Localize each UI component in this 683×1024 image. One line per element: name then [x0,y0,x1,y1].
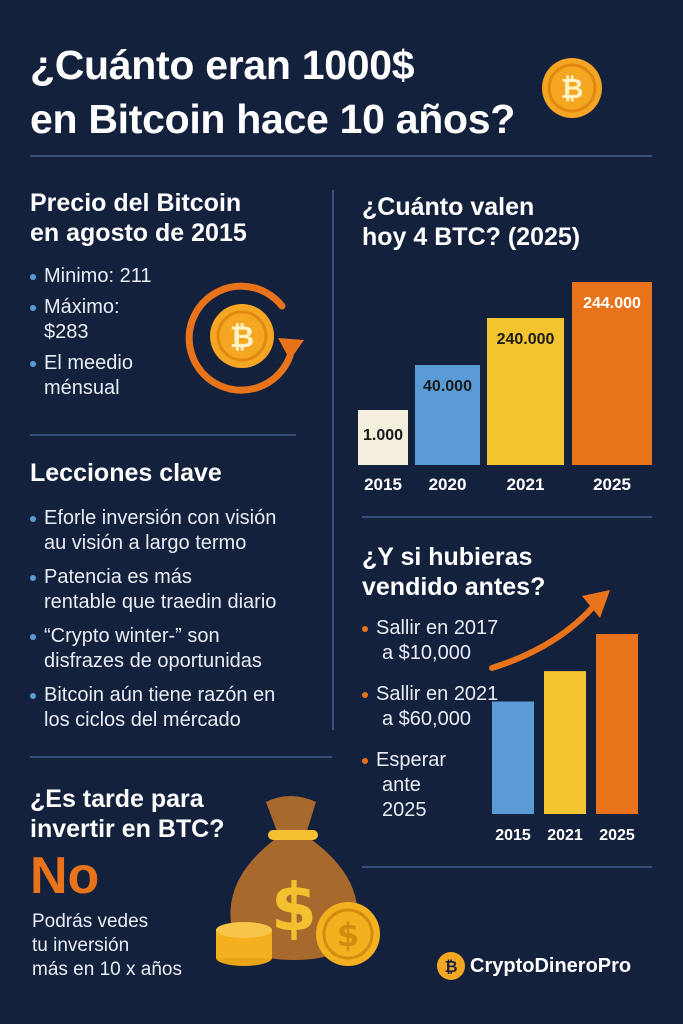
list-item: Eforle inversión con visión au visión a l… [30,506,276,556]
bar-value-label: 40.000 [423,378,472,395]
bar-value-label: 240.000 [497,331,555,348]
list-item-cont: ménsual [44,377,120,399]
x-tick-label: 2020 [429,475,467,494]
svg-text:$: $ [337,916,359,954]
trend-arrow-head [582,590,610,618]
bitcoin-coin-icon: ₿ [542,58,602,118]
bullet-dot [30,360,36,367]
sold-heading: ¿Y si hubieras vendido antes? [362,543,546,601]
bar [487,318,564,465]
bitcoin-cycle-icon: ₿ [185,282,304,394]
bullet-dot [362,691,368,698]
answer-no: No [30,847,100,905]
x-tick-label: 2015 [495,827,531,844]
bullet-dot [362,757,368,764]
divider-right-1 [362,516,652,518]
list-item: Sallir en 2021 a $60,000 [362,682,498,732]
svg-text:₿: ₿ [230,320,254,355]
bar-value-label: 1.000 [363,427,403,444]
list-item: Minimo: 211 [30,264,151,289]
bar-value-label: 244.000 [583,295,641,312]
divider-left-1 [30,434,296,436]
bar [358,410,408,465]
lessons-bullets: Eforle inversión con visión au visión a l… [30,506,276,733]
late-text: Podrás vedes tu inversión más en 10 x añ… [32,911,182,980]
lessons-heading: Lecciones clave [30,459,222,487]
divider-left-2 [30,756,332,758]
bar [596,634,638,814]
value-heading: ¿Cuánto valen hoy 4 BTC? (2025) [362,193,581,251]
bar [415,365,480,465]
x-tick-label: 2025 [599,827,635,844]
divider-vertical [332,190,334,730]
list-item: Esperar ante 2025 [362,748,498,823]
page-title: ¿Cuánto eran 1000$ en Bitcoin hace 10 añ… [30,38,630,146]
trend-arrow [489,603,597,671]
bar [492,701,534,814]
sold-bar-chart: 2015 2021 2025 [489,590,638,844]
bullet-dot [30,304,36,311]
bitcoin-icon: ₿ [437,952,465,980]
title-line-1: ¿Cuánto eran 1000$ [30,42,415,88]
x-tick-label: 2021 [547,827,583,844]
svg-text:$: $ [271,869,317,946]
title-line-2: en Bitcoin hace 10 años? [30,96,515,142]
late-heading: ¿Es tarde para invertir en BTC? [30,785,225,843]
bullet-dot [30,633,36,640]
svg-text:₿: ₿ [444,957,457,976]
bullet-dot [30,515,36,522]
value-bar-chart: 1.000 2015 40.000 2020 240.000 2021 244.000 202… [358,282,652,494]
price-bullets: Minimo: 211 Máximo: $283 El meedio ménsu… [30,264,151,401]
sold-bullets: Sallir en 2017 a $10,000 Sallir en 2021 a … [362,616,498,823]
bar [544,671,586,814]
x-tick-label: 2025 [593,475,631,494]
divider-right-2 [362,866,652,868]
list-item: Sallir en 2017 a $10,000 [362,616,498,666]
bar [572,282,652,465]
x-tick-label: 2021 [507,475,545,494]
list-item: Bitcoin aún tiene razón en los ciclos del… [30,683,276,733]
list-item: Máximo: [30,295,151,320]
x-tick-label: 2015 [364,475,402,494]
bullet-dot [30,574,36,581]
bullet-dot [362,625,368,632]
divider-top [30,155,652,157]
svg-text:₿: ₿ [561,72,584,105]
list-item-cont: $283 [44,321,89,343]
bullet-dot [30,692,36,699]
money-bag-icon: $ $ [216,796,380,966]
list-item: Patencia es más rentable que traedin diar… [30,565,276,615]
brand-name: CryptoDineroPro [470,955,632,977]
bullet-dot [30,273,36,280]
list-item: “Crypto winter-” son disfrazes de oportun… [30,624,276,674]
list-item: El meedio [30,351,151,376]
price-heading: Precio del Bitcoin en agosto de 2015 [30,189,247,247]
